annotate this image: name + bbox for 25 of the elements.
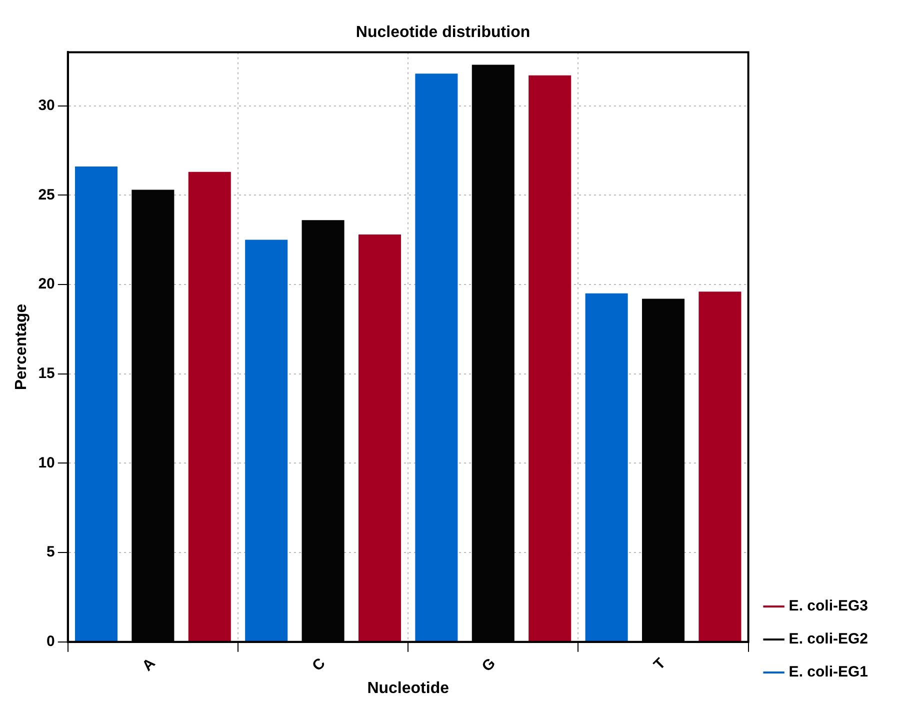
y-tick-label: 20	[38, 276, 55, 293]
bar	[585, 293, 628, 642]
y-tick-label: 0	[46, 632, 55, 650]
y-tick-label: 25	[38, 186, 55, 204]
x-axis-title: Nucleotide	[367, 680, 450, 697]
legend-label: E. coli-EG1	[788, 664, 868, 681]
legend-label: E. coli-EG3	[788, 598, 868, 615]
y-axis-title: Percentage	[13, 304, 30, 390]
y-tick-label: 15	[38, 364, 55, 382]
y-tick-label: 30	[38, 96, 55, 114]
bar	[698, 292, 742, 642]
chart-title: Nucleotide distribution	[356, 24, 530, 42]
bar	[358, 234, 402, 642]
x-tick-label: G	[478, 654, 499, 676]
y-tick-label: 5	[46, 544, 55, 561]
legend-label: E. coli-EG2	[788, 630, 868, 648]
bar	[528, 75, 572, 642]
bar	[245, 240, 288, 642]
x-tick-label: T	[650, 654, 670, 674]
x-tick-label: A	[139, 654, 159, 675]
y-tick-label: 10	[38, 454, 55, 472]
x-tick-label: C	[309, 654, 329, 675]
bar	[415, 74, 458, 642]
bar	[188, 172, 231, 642]
bar	[74, 166, 118, 642]
